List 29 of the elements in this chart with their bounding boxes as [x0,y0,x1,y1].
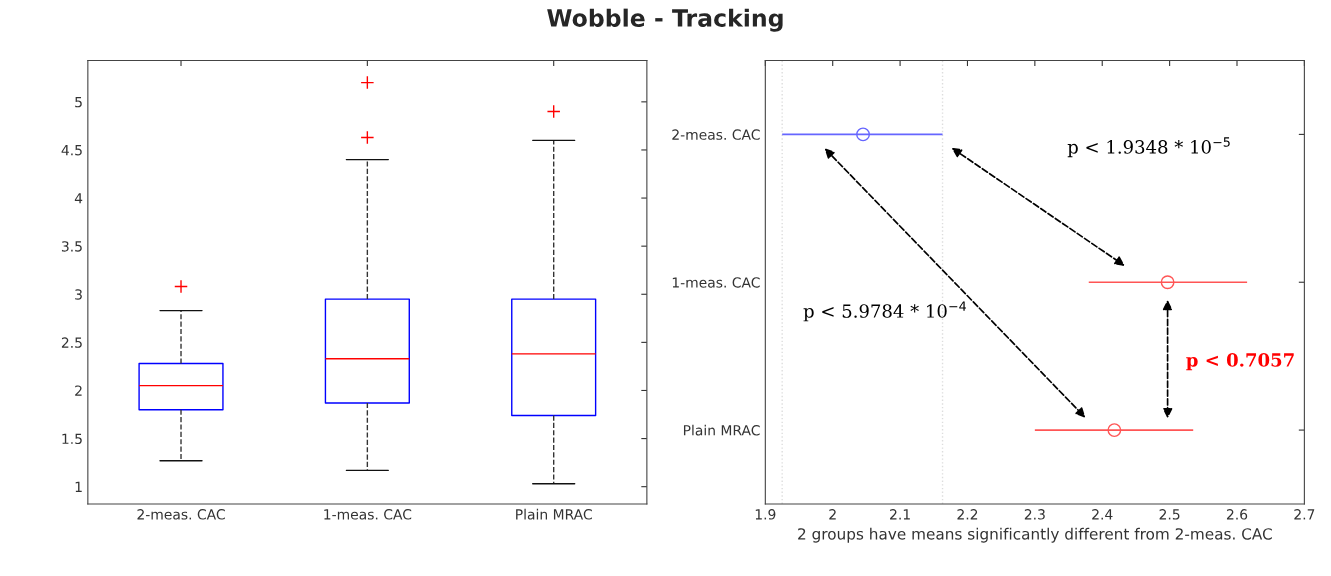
y-tick-label: 4 [74,193,83,204]
x-tick-label: 2.1 [890,509,910,520]
y-tick-label: 1-meas. CAC [672,277,760,288]
y-tick-label: 1.5 [62,433,82,445]
x-tick-label: 2.6 [1226,509,1248,520]
x-tick-label: 2.7 [1294,509,1315,520]
x-tick-label: 1-meas. CAC [324,509,412,520]
y-tick-label: 3.5 [61,241,82,252]
x-axis-title: 2 groups have means significantly different from 2-meas. CAC [798,527,1272,543]
x-tick-label: 1.9 [755,509,776,520]
chart-title: Wobble - Tracking [547,8,783,32]
y-tick-label: 4.5 [61,145,82,156]
x-tick-label: 2 [829,509,836,520]
x-tick-label: 2.2 [957,509,978,520]
x-tick-label: 2.4 [1092,509,1113,520]
x-tick-label: 2-meas. CAC [137,509,225,520]
y-tick-label: 3 [75,289,82,300]
annotation: p < 0.7057 [1186,353,1294,371]
y-tick-label: 2-meas. CAC [672,129,760,140]
y-tick-label: Plain MRAC [683,424,760,436]
x-tick-label: Plain MRAC [516,508,592,520]
y-tick-label: 2 [75,385,82,396]
annotation: p < 5.9784 * 10$^{−4}$ [803,301,966,322]
y-tick-label: 1 [75,481,82,492]
x-tick-label: 2.3 [1024,509,1045,520]
annotation: p < 1.9348 * 10$^{−5}$ [1067,137,1230,158]
y-tick-label: 2.5 [61,337,82,348]
y-tick-label: 5 [75,97,82,108]
x-tick-label: 2.5 [1159,509,1180,520]
